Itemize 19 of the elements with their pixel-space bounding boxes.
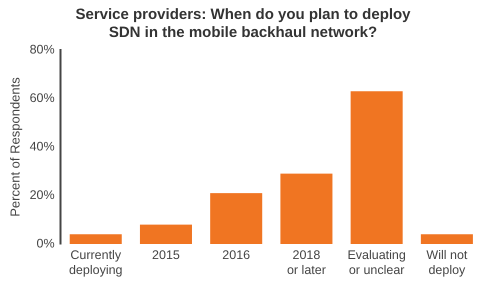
y-tick-label: 0%: [36, 236, 55, 250]
x-tick-label: Currently deploying: [68, 248, 123, 277]
y-tick-label: 40%: [30, 139, 55, 154]
bar: [280, 174, 332, 244]
y-tick-label: 80%: [30, 42, 55, 56]
x-tick-label: Evaluating or unclear: [347, 248, 406, 277]
bar: [70, 234, 122, 244]
bar: [210, 193, 262, 244]
y-tick-label: 60%: [30, 90, 55, 105]
bar: [350, 91, 403, 244]
x-tick-label: 2015: [152, 248, 180, 262]
x-tick-label: 2018 or later: [286, 248, 326, 277]
bar: [420, 234, 473, 244]
chart-title: Service providers: When do you plan to deploy SDN in the mobile backhaul network?: [75, 6, 412, 42]
y-tick-label: 20%: [30, 188, 55, 202]
y-axis-title: Percent of Respondents: [7, 76, 22, 217]
x-tick-label: Will not deploy: [426, 248, 468, 277]
x-tick-label: 2016: [222, 248, 250, 262]
bar: [140, 224, 192, 244]
